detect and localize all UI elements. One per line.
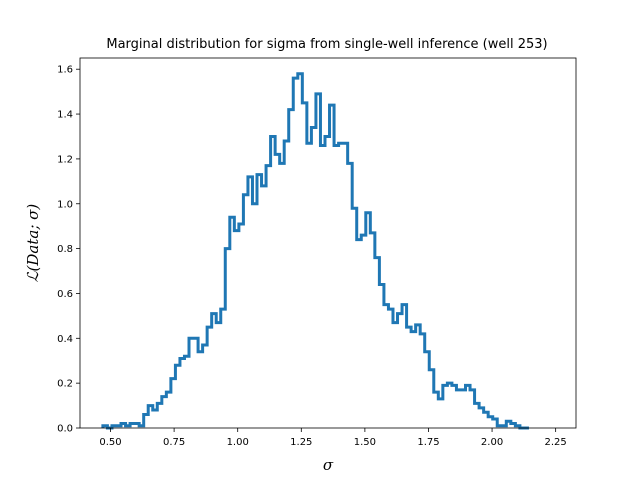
y-tick-label: 1.6 bbox=[57, 65, 73, 76]
y-tick-label: 1.2 bbox=[57, 154, 73, 165]
y-tick-label: 0.8 bbox=[57, 244, 73, 255]
y-tick-label: 1.4 bbox=[57, 110, 73, 121]
x-tick-label: 0.75 bbox=[163, 437, 185, 448]
x-tick-label: 1.75 bbox=[417, 437, 439, 448]
x-tick-label: 1.00 bbox=[227, 437, 249, 448]
y-tick-label: 0.6 bbox=[57, 289, 73, 300]
x-tick-label: 2.25 bbox=[545, 437, 567, 448]
y-tick-label: 0.0 bbox=[57, 424, 73, 435]
chart-title: Marginal distribution for sigma from sin… bbox=[106, 37, 547, 52]
axes-frame bbox=[79, 57, 577, 429]
x-tick-label: 2.00 bbox=[481, 437, 503, 448]
x-axis: 0.50 0.75 1.00 1.25 1.50 1.75 2.00 2.25 bbox=[99, 428, 567, 448]
y-axis: 0.0 0.2 0.4 0.6 0.8 1.0 1.2 1.4 1.6 bbox=[57, 65, 80, 435]
histogram-step-line bbox=[101, 72, 529, 430]
x-tick-label: 1.50 bbox=[354, 437, 376, 448]
y-tick-label: 0.2 bbox=[57, 379, 73, 390]
x-tick-label: 0.50 bbox=[99, 437, 121, 448]
x-tick-label: 1.25 bbox=[290, 437, 312, 448]
y-axis-label: ℒ(Data; σ) bbox=[24, 204, 42, 283]
y-tick-label: 1.0 bbox=[57, 199, 73, 210]
y-tick-label: 0.4 bbox=[57, 334, 73, 345]
plot-area bbox=[101, 72, 529, 430]
x-axis-label: σ bbox=[323, 456, 334, 474]
